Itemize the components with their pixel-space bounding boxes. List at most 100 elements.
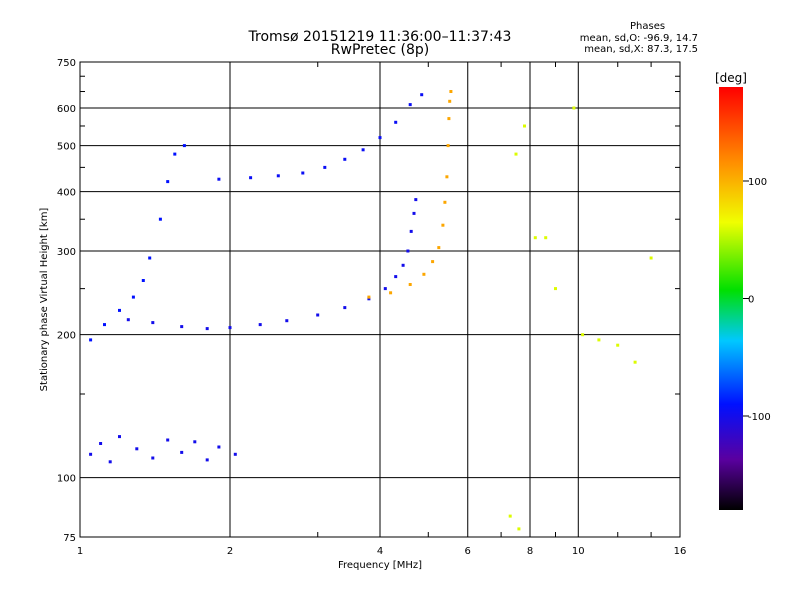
data-point <box>367 295 371 299</box>
data-point <box>554 287 557 291</box>
data-point <box>180 450 184 454</box>
data-point <box>401 263 405 267</box>
data-point <box>633 360 637 364</box>
phase-stats-x: mean, sd,X: 87.3, 17.5 <box>584 44 698 55</box>
data-point <box>343 157 347 161</box>
data-point <box>217 177 221 181</box>
data-point <box>126 318 130 322</box>
y-tick-label: 600 <box>57 104 76 115</box>
data-point <box>205 458 209 462</box>
data-point <box>389 291 393 295</box>
data-point <box>135 447 139 451</box>
x-tick-label: 1 <box>77 546 83 557</box>
data-point <box>173 152 177 156</box>
x-axis-label: Frequency [MHz] <box>338 560 422 571</box>
data-point <box>166 438 170 442</box>
data-point <box>89 452 93 456</box>
data-point <box>449 90 453 93</box>
chart-title: Tromsø 20151219 11:36:00–11:37:43 <box>248 29 512 45</box>
phase-stats-o: mean, sd,O: -96.9, 14.7 <box>579 33 698 44</box>
data-point <box>517 527 521 531</box>
data-point <box>394 275 398 279</box>
data-point <box>217 445 221 449</box>
data-point <box>616 343 620 347</box>
data-point <box>447 117 451 121</box>
data-point <box>316 313 320 317</box>
data-point <box>182 144 186 148</box>
colorbar-tick-label: -100 <box>748 412 771 423</box>
chart-subtitle: RwPretec (8p) <box>330 42 430 58</box>
data-point <box>408 103 412 107</box>
data-point <box>141 279 145 282</box>
x-tick-label: 2 <box>227 546 233 557</box>
data-point <box>193 440 197 444</box>
y-tick-label: 300 <box>57 247 76 258</box>
phases-heading: Phases <box>630 21 666 32</box>
data-point <box>258 323 262 327</box>
data-point <box>533 236 537 240</box>
data-point <box>99 442 103 445</box>
data-point <box>431 260 435 264</box>
data-point <box>408 283 412 286</box>
data-point <box>166 180 170 184</box>
plot-frame <box>79 61 681 538</box>
y-axis-label: Stationary phase Virtual Height [km] <box>39 208 50 392</box>
data-point <box>233 452 237 456</box>
data-point <box>544 236 548 240</box>
data-point <box>131 295 135 299</box>
data-point <box>361 148 365 152</box>
data-point <box>441 223 445 227</box>
data-point <box>446 144 450 148</box>
data-point <box>108 460 112 464</box>
data-point <box>437 246 441 250</box>
data-point <box>148 256 152 260</box>
y-tick-label: 750 <box>57 58 76 69</box>
colorbar-tick-label: 0 <box>748 295 754 306</box>
data-point <box>420 93 424 97</box>
data-point <box>414 198 418 202</box>
data-point <box>422 272 426 276</box>
data-point <box>323 165 327 169</box>
data-point <box>445 175 449 179</box>
phase-colorbar <box>719 87 743 510</box>
colorbar-label: [deg] <box>715 71 747 85</box>
data-point <box>118 435 121 439</box>
data-point <box>448 99 452 103</box>
data-point <box>394 120 398 124</box>
data-point <box>367 297 371 301</box>
data-point <box>103 323 106 327</box>
data-point <box>378 136 382 140</box>
x-tick-label: 6 <box>465 546 471 557</box>
data-point <box>649 256 653 260</box>
data-point <box>276 174 280 178</box>
y-tick-label: 100 <box>57 474 76 485</box>
data-point <box>301 171 305 175</box>
data-point <box>205 327 209 331</box>
data-point <box>572 106 576 110</box>
data-point <box>409 229 413 233</box>
y-tick-label: 400 <box>57 188 76 199</box>
data-point <box>89 338 93 342</box>
data-point <box>285 319 289 323</box>
data-point <box>180 325 184 329</box>
data-point <box>249 176 253 180</box>
y-tick-label: 500 <box>57 142 76 153</box>
data-point <box>158 217 162 221</box>
data-point <box>151 456 155 460</box>
data-point <box>406 249 410 253</box>
data-point <box>412 211 416 215</box>
data-point <box>597 338 601 342</box>
data-point <box>383 287 387 291</box>
data-point <box>118 308 121 312</box>
x-tick-label: 16 <box>674 546 687 557</box>
data-point <box>443 200 447 204</box>
data-point <box>508 514 512 518</box>
colorbar-tick-label: 100 <box>748 177 767 188</box>
x-tick-label: 8 <box>527 546 533 557</box>
data-point <box>514 152 518 156</box>
data-point <box>581 333 585 337</box>
x-tick-label: 10 <box>572 546 585 557</box>
x-tick-label: 4 <box>377 546 383 557</box>
data-point <box>343 306 347 310</box>
